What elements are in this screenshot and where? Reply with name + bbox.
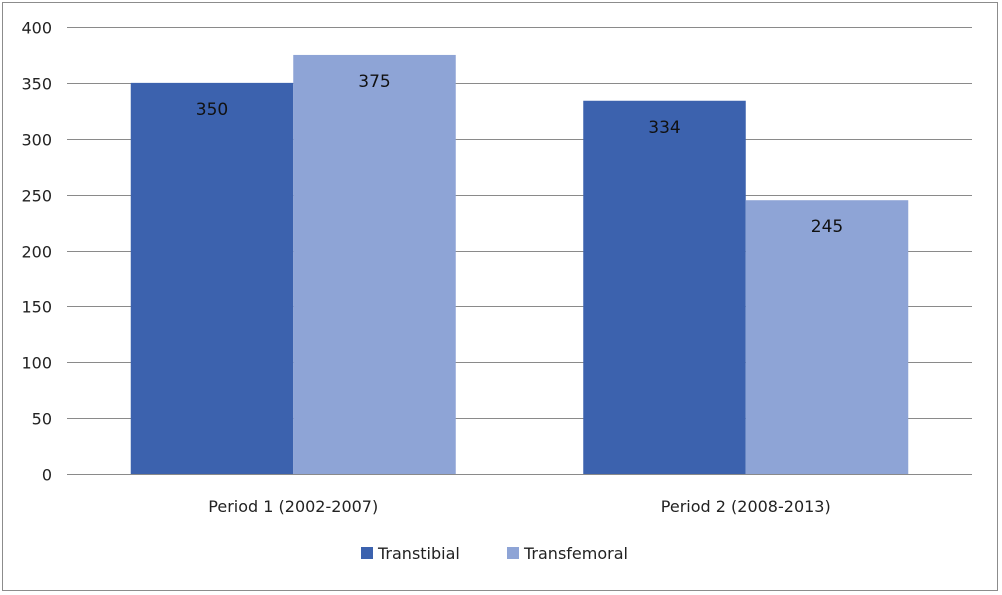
legend[interactable]: Transtibial Transfemoral [361, 544, 628, 563]
legend-swatch-transtibial[interactable] [361, 547, 373, 559]
bar-transtibial-2 [583, 100, 746, 474]
y-tick-label: 100 [21, 354, 52, 373]
legend-label-transfemoral[interactable]: Transfemoral [523, 544, 628, 563]
y-tick-label: 50 [32, 410, 52, 429]
y-tick-label: 400 [21, 19, 52, 38]
x-axis-categories: Period 1 (2002-2007) Period 2 (2008-2013) [208, 497, 830, 516]
data-label-transtibial-1: 350 [196, 100, 228, 120]
y-tick-label: 0 [42, 466, 52, 485]
y-tick-label: 200 [21, 243, 52, 262]
y-tick-label: 250 [21, 187, 52, 206]
data-labels: 350 375 334 245 [196, 72, 843, 237]
legend-label-transtibial[interactable]: Transtibial [377, 544, 460, 563]
data-label-transfemoral-2: 245 [811, 217, 843, 237]
x-category-label: Period 1 (2002-2007) [208, 497, 378, 516]
data-label-transtibial-2: 334 [648, 118, 680, 138]
data-label-transfemoral-1: 375 [358, 72, 390, 92]
y-axis-ticks: 0 50 100 150 200 250 300 350 400 [21, 19, 52, 485]
y-tick-label: 300 [21, 131, 52, 150]
bar-transfemoral-2 [745, 200, 909, 474]
bar-transtibial-1 [130, 82, 294, 474]
x-category-label: Period 2 (2008-2013) [661, 497, 831, 516]
y-tick-label: 150 [21, 298, 52, 317]
bars [130, 54, 909, 474]
bar-transfemoral-1 [293, 54, 456, 474]
y-tick-label: 350 [21, 75, 52, 94]
legend-swatch-transfemoral[interactable] [507, 547, 519, 559]
